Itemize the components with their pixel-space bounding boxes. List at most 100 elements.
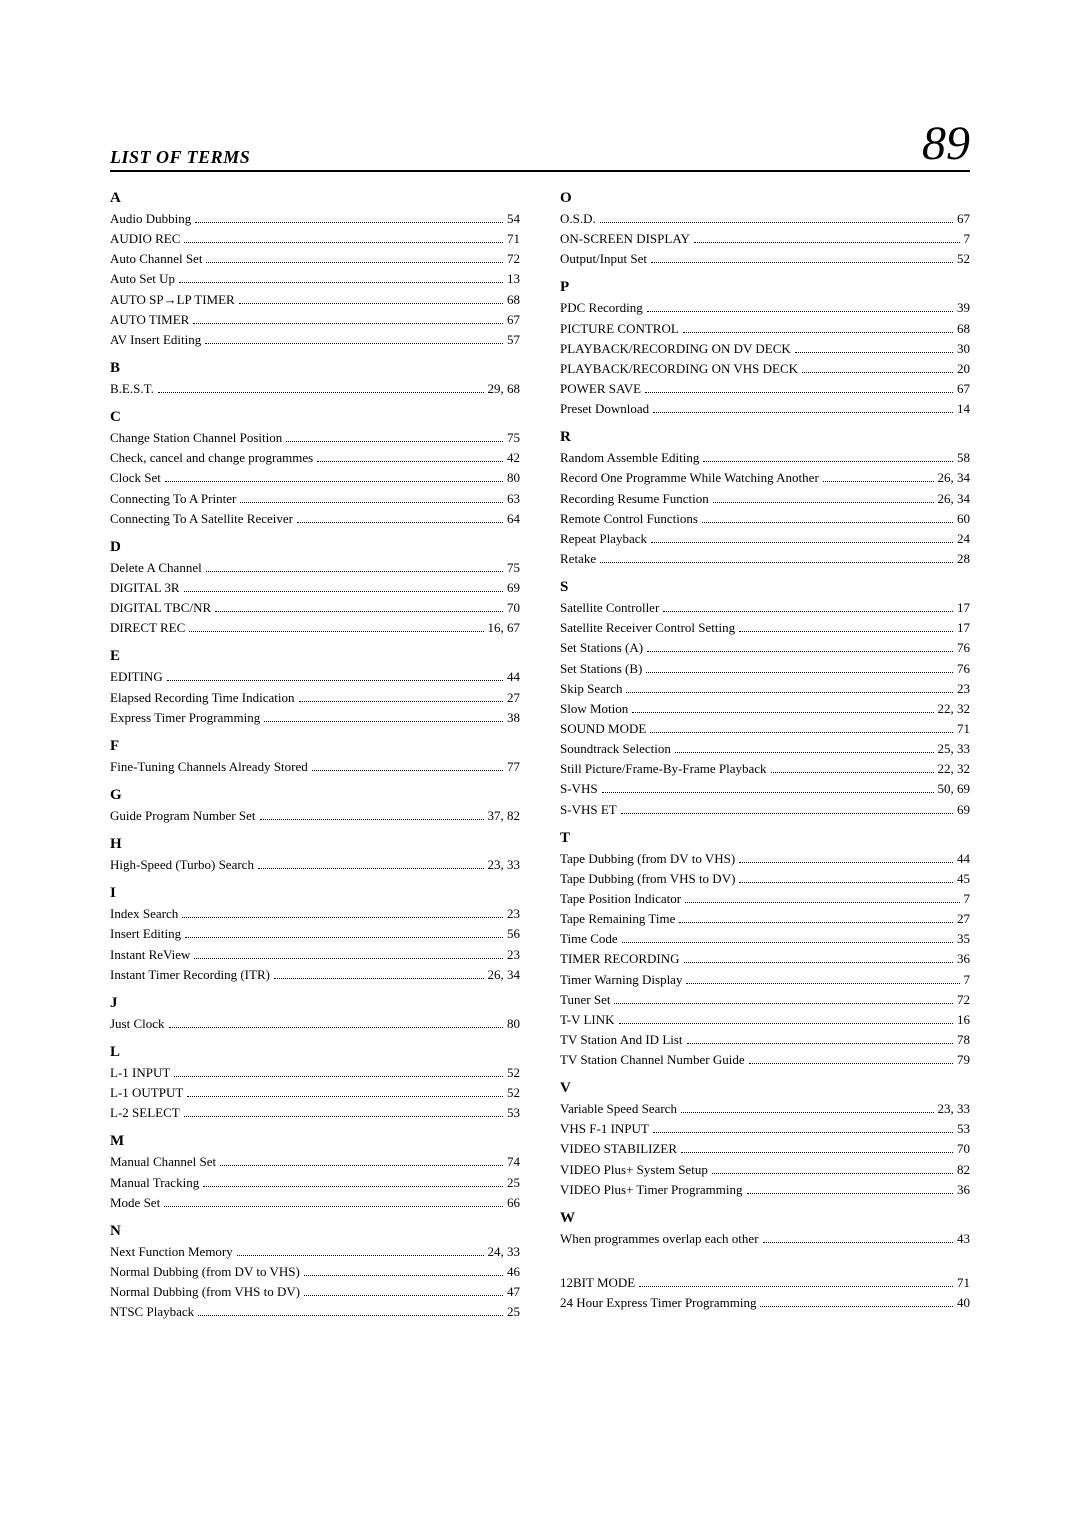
entry-term: Satellite Controller — [560, 598, 659, 618]
entry-page: 67 — [957, 379, 970, 399]
leader-dots — [317, 453, 503, 462]
index-entry: AUTO TIMER67 — [110, 310, 520, 330]
leader-dots — [614, 995, 953, 1004]
entry-page: 52 — [957, 249, 970, 269]
entry-page: 22, 32 — [938, 759, 971, 779]
leader-dots — [602, 784, 934, 793]
entry-term: High-Speed (Turbo) Search — [110, 855, 254, 875]
index-entry: Connecting To A Satellite Receiver64 — [110, 509, 520, 529]
entry-term: TIMER RECORDING — [560, 949, 680, 969]
leader-dots — [239, 294, 503, 303]
section-letter: W — [560, 1210, 970, 1227]
entry-page: 71 — [507, 229, 520, 249]
leader-dots — [653, 1124, 953, 1133]
entry-term: Audio Dubbing — [110, 209, 191, 229]
index-entry: L-1 INPUT52 — [110, 1063, 520, 1083]
section-letter: N — [110, 1223, 520, 1240]
entry-page: 77 — [507, 757, 520, 777]
entry-term: Record One Programme While Watching Anot… — [560, 468, 819, 488]
index-entry: Tape Remaining Time27 — [560, 909, 970, 929]
leader-dots — [621, 804, 953, 813]
index-entry: Remote Control Functions60 — [560, 509, 970, 529]
leader-dots — [702, 514, 953, 523]
section-letter: O — [560, 190, 970, 207]
entry-page: 63 — [507, 489, 520, 509]
index-entry: 12BIT MODE71 — [560, 1273, 970, 1293]
section-letter: M — [110, 1133, 520, 1150]
index-entry: Just Clock80 — [110, 1014, 520, 1034]
leader-dots — [195, 214, 503, 223]
entry-term: VHS F-1 INPUT — [560, 1119, 649, 1139]
leader-dots — [312, 762, 503, 771]
entry-page: 47 — [507, 1282, 520, 1302]
entry-term: Repeat Playback — [560, 529, 647, 549]
index-entry: Connecting To A Printer63 — [110, 489, 520, 509]
leader-dots — [206, 563, 503, 572]
index-entry: Still Picture/Frame-By-Frame Playback22,… — [560, 759, 970, 779]
entry-page: 36 — [957, 1180, 970, 1200]
section-letter: B — [110, 360, 520, 377]
entry-page: 23 — [957, 679, 970, 699]
entry-page: 80 — [507, 468, 520, 488]
entry-term: DIGITAL 3R — [110, 578, 180, 598]
index-entry: SOUND MODE71 — [560, 719, 970, 739]
entry-page: 67 — [507, 310, 520, 330]
entry-term: B.E.S.T. — [110, 379, 154, 399]
entry-term: Next Function Memory — [110, 1242, 233, 1262]
entry-term: Timer Warning Display — [560, 970, 682, 990]
index-entry: Record One Programme While Watching Anot… — [560, 468, 970, 488]
entry-page: 40 — [957, 1293, 970, 1313]
entry-page: 23 — [507, 945, 520, 965]
leader-dots — [760, 1298, 953, 1307]
leader-dots — [304, 1287, 503, 1296]
entry-term: Recording Resume Function — [560, 489, 709, 509]
leader-dots — [739, 623, 953, 632]
section-letter: E — [110, 648, 520, 665]
index-entry: Mode Set66 — [110, 1193, 520, 1213]
index-entry: AV Insert Editing57 — [110, 330, 520, 350]
entry-page: 43 — [957, 1229, 970, 1249]
leader-dots — [206, 254, 503, 263]
index-entry: PLAYBACK/RECORDING ON VHS DECK20 — [560, 359, 970, 379]
index-entry: Instant ReView23 — [110, 945, 520, 965]
page-header: LIST OF TERMS 89 — [110, 120, 970, 172]
index-entry: Slow Motion22, 32 — [560, 699, 970, 719]
entry-term: TV Station And ID List — [560, 1030, 683, 1050]
section-letter: A — [110, 190, 520, 207]
entry-term: Tape Position Indicator — [560, 889, 681, 909]
entry-page: 42 — [507, 448, 520, 468]
entry-page: 45 — [957, 869, 970, 889]
leader-dots — [184, 1108, 503, 1117]
entry-term: Manual Channel Set — [110, 1152, 216, 1172]
entry-term: NTSC Playback — [110, 1302, 194, 1322]
index-entry: Manual Channel Set74 — [110, 1152, 520, 1172]
section-letter: I — [110, 885, 520, 902]
entry-page: 75 — [507, 558, 520, 578]
entry-page: 24, 33 — [488, 1242, 521, 1262]
entry-page: 76 — [957, 659, 970, 679]
leader-dots — [193, 315, 503, 324]
entry-page: 20 — [957, 359, 970, 379]
entry-page: 72 — [507, 249, 520, 269]
leader-dots — [299, 692, 503, 701]
entry-page: 60 — [957, 509, 970, 529]
entry-page: 66 — [507, 1193, 520, 1213]
entry-term: DIGITAL TBC/NR — [110, 598, 211, 618]
index-entry: Clock Set 80 — [110, 468, 520, 488]
index-entry: Tape Position Indicator7 — [560, 889, 970, 909]
leader-dots — [286, 433, 503, 442]
leader-dots — [600, 214, 953, 223]
index-columns: AAudio Dubbing54AUDIO REC71Auto Channel … — [110, 190, 970, 1322]
index-entry: Next Function Memory 24, 33 — [110, 1242, 520, 1262]
entry-page: 7 — [964, 229, 971, 249]
entry-term: PICTURE CONTROL — [560, 319, 679, 339]
entry-page: 78 — [957, 1030, 970, 1050]
entry-page: 76 — [957, 638, 970, 658]
leader-dots — [681, 1144, 953, 1153]
leader-dots — [679, 914, 953, 923]
entry-page: 69 — [507, 578, 520, 598]
entry-term: Clock Set — [110, 468, 161, 488]
index-entry: PLAYBACK/RECORDING ON DV DECK30 — [560, 339, 970, 359]
entry-term: Change Station Channel Position — [110, 428, 282, 448]
entry-term: Instant Timer Recording (ITR) — [110, 965, 270, 985]
